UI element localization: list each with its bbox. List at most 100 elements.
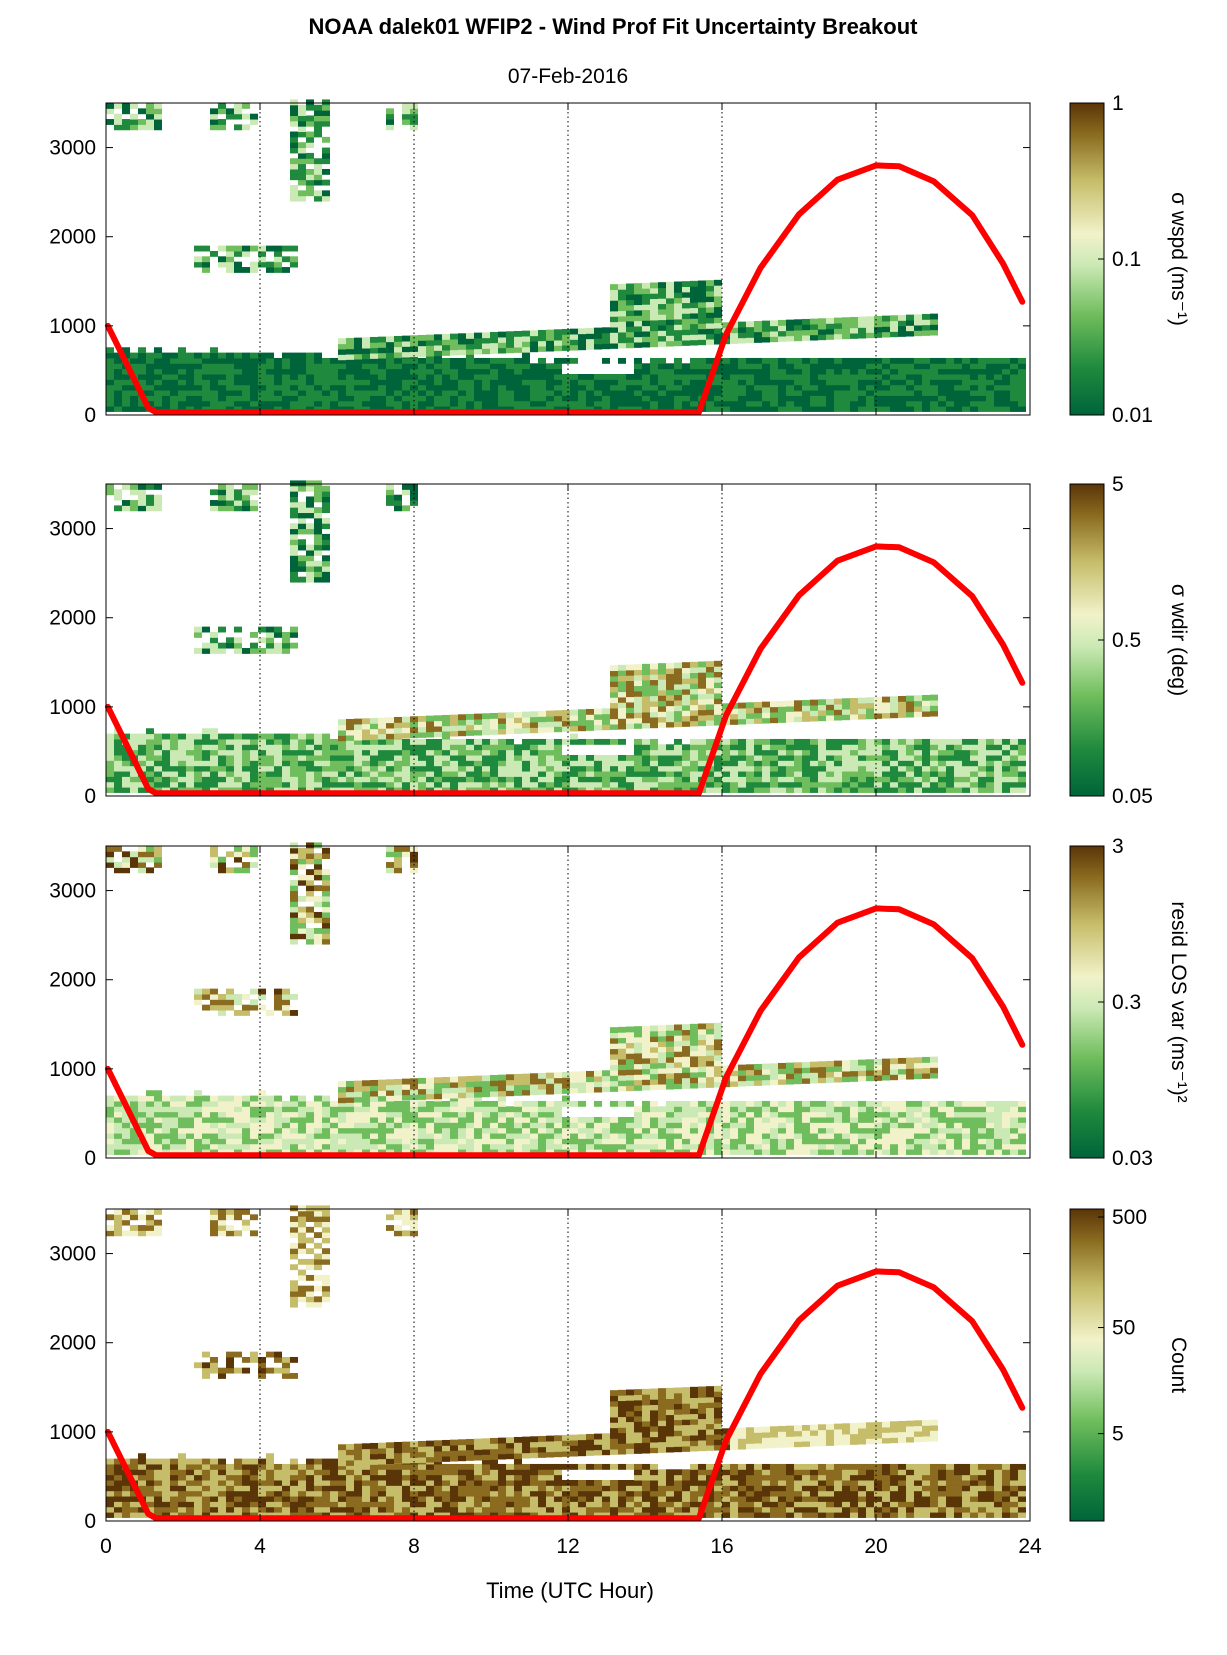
heatmap-cell: [986, 749, 994, 756]
heatmap-cell: [170, 379, 178, 386]
heatmap-cell: [570, 357, 578, 364]
heatmap-cell: [602, 1086, 610, 1093]
heatmap-cell: [418, 1088, 426, 1095]
heatmap-cell: [354, 1143, 362, 1150]
heatmap-cell: [954, 357, 962, 364]
heatmap-cell: [1018, 373, 1026, 380]
heatmap-cell: [378, 776, 386, 783]
heatmap-cell: [322, 533, 330, 540]
heatmap-cell: [474, 1143, 482, 1150]
heatmap-cell: [898, 395, 906, 402]
heatmap-cell: [730, 1149, 738, 1155]
heatmap-cell: [682, 1127, 690, 1134]
heatmap-cell: [290, 879, 298, 886]
heatmap-cell: [914, 711, 922, 718]
heatmap-cell: [634, 390, 642, 396]
heatmap-cell: [338, 354, 346, 361]
heatmap-cell: [850, 749, 858, 756]
heatmap-cell: [866, 776, 874, 783]
heatmap-cell: [738, 337, 746, 344]
heatmap-cell: [370, 1133, 378, 1139]
heatmap-cell: [306, 858, 314, 865]
heatmap-cell: [922, 749, 930, 756]
heatmap-cell: [858, 765, 866, 772]
heatmap-cell: [530, 738, 538, 745]
heatmap-cell: [770, 384, 778, 391]
heatmap-cell: [130, 352, 138, 359]
heatmap-cell: [258, 738, 266, 745]
heatmap-cell: [946, 368, 954, 375]
heatmap-cell: [914, 357, 922, 364]
heatmap-cell: [186, 776, 194, 783]
heatmap-cell: [658, 787, 666, 793]
heatmap-cell: [938, 379, 946, 386]
heatmap-cell: [402, 1149, 410, 1155]
heatmap-cell: [346, 363, 354, 370]
heatmap-cell: [314, 115, 322, 122]
heatmap-cell: [530, 744, 538, 751]
heatmap-cell: [610, 1149, 618, 1155]
heatmap-cell: [266, 642, 274, 649]
heatmap-cell: [994, 400, 1002, 407]
heatmap-cell: [410, 754, 418, 761]
heatmap-cell: [938, 373, 946, 380]
heatmap-cell: [522, 400, 530, 407]
heatmap-cell: [538, 357, 546, 364]
heatmap-cell: [650, 738, 658, 745]
heatmap-cell: [914, 771, 922, 777]
heatmap-cell: [394, 716, 402, 723]
heatmap-cell: [386, 867, 394, 874]
heatmap-cell: [858, 332, 866, 339]
heatmap-cell: [602, 1149, 610, 1155]
heatmap-cell: [258, 1149, 266, 1155]
heatmap-cell: [778, 1149, 786, 1155]
heatmap-cell: [138, 119, 146, 125]
heatmap-cell: [682, 368, 690, 375]
heatmap-cell: [250, 846, 258, 852]
heatmap-cell: [922, 390, 930, 396]
heatmap-cell: [570, 720, 578, 727]
heatmap-cell: [274, 1138, 282, 1145]
heatmap-cell: [426, 720, 434, 727]
heatmap-cell: [114, 867, 122, 874]
heatmap-cell: [450, 400, 458, 407]
heatmap-cell: [762, 400, 770, 407]
heatmap-cell: [234, 993, 242, 1000]
heatmap-cell: [266, 245, 274, 252]
heatmap-cell: [914, 330, 922, 337]
heatmap-cell: [658, 384, 666, 391]
heatmap-cell: [706, 787, 714, 793]
heatmap-cell: [946, 787, 954, 793]
heatmap-cell: [154, 113, 162, 120]
heatmap-cell: [114, 379, 122, 386]
heatmap-cell: [226, 1138, 234, 1145]
heatmap-cell: [354, 348, 362, 355]
heatmap-cell: [402, 379, 410, 386]
heatmap-cell: [530, 1106, 538, 1113]
heatmap-cell: [450, 1087, 458, 1094]
heatmap-cell: [442, 1087, 450, 1094]
heatmap-cell: [538, 1083, 546, 1090]
heatmap-cell: [642, 1138, 650, 1145]
heatmap-cell: [674, 776, 682, 783]
heatmap-cell: [290, 771, 298, 777]
heatmap-cell: [618, 337, 626, 344]
heatmap-cell: [570, 733, 578, 740]
heatmap-cell: [298, 760, 306, 767]
heatmap-cell: [354, 379, 362, 386]
heatmap-cell: [114, 103, 122, 109]
heatmap-cell: [642, 1106, 650, 1113]
heatmap-cell: [122, 119, 130, 125]
heatmap-cell: [762, 701, 770, 708]
heatmap-cell: [434, 1149, 442, 1155]
heatmap-cell: [562, 720, 570, 727]
heatmap-cell: [650, 684, 658, 691]
heatmap-cell: [578, 379, 586, 386]
heatmap-cell: [258, 760, 266, 767]
heatmap-cell: [690, 709, 698, 716]
heatmap-cell: [338, 719, 346, 726]
heatmap-cell: [490, 1122, 498, 1129]
heatmap-cell: [354, 787, 362, 793]
heatmap-cell: [274, 754, 282, 761]
heatmap-cell: [618, 1116, 626, 1123]
